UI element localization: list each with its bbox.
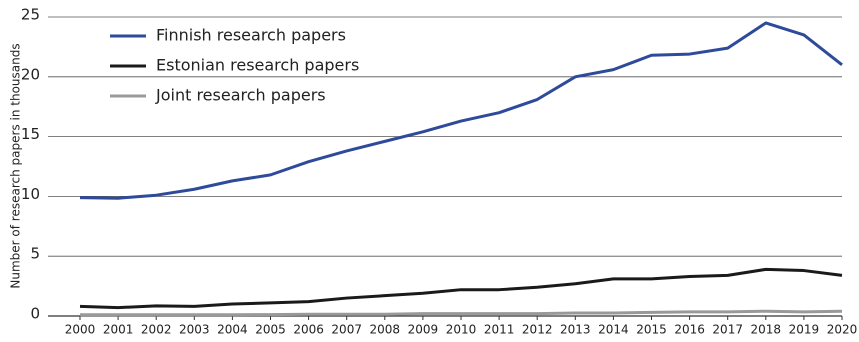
y-tick-label: 10 xyxy=(21,185,40,203)
x-tick-label: 2008 xyxy=(370,323,401,337)
x-tick-label: 2007 xyxy=(331,323,362,337)
x-tick-label: 2013 xyxy=(560,323,591,337)
legend-label: Estonian research papers xyxy=(156,56,359,75)
series-line xyxy=(79,267,843,310)
x-tick-label: 2009 xyxy=(408,323,439,337)
x-tick-label: 2020 xyxy=(827,323,858,337)
y-tick-label: 20 xyxy=(21,65,40,83)
y-tick-label: 0 xyxy=(30,305,40,323)
x-tick-label: 2006 xyxy=(293,323,324,337)
x-tick-label: 2019 xyxy=(789,323,820,337)
series-line xyxy=(80,309,843,317)
x-tick-label: 2015 xyxy=(636,323,667,337)
legend-label: Joint research papers xyxy=(155,86,326,105)
x-tick-label: 2012 xyxy=(522,323,553,337)
series-line xyxy=(79,21,843,200)
x-tick-label: 2000 xyxy=(65,323,96,337)
y-tick-label: 5 xyxy=(30,245,40,263)
x-tick-label: 2014 xyxy=(598,323,629,337)
x-tick-label: 2005 xyxy=(255,323,286,337)
x-tick-label: 2010 xyxy=(446,323,477,337)
y-tick-label: 15 xyxy=(21,125,40,143)
y-axis-label: Number of research papers in thousands xyxy=(9,43,23,288)
x-tick-label: 2002 xyxy=(141,323,172,337)
x-tick-label: 2018 xyxy=(751,323,782,337)
x-tick-label: 2011 xyxy=(484,323,515,337)
x-tick-label: 2001 xyxy=(103,323,134,337)
x-tick-label: 2016 xyxy=(674,323,705,337)
y-tick-label: 25 xyxy=(21,6,40,24)
x-tick-label: 2004 xyxy=(217,323,248,337)
legend-label: Finnish research papers xyxy=(156,26,346,45)
x-tick-label: 2003 xyxy=(179,323,210,337)
x-tick-label: 2017 xyxy=(712,323,743,337)
